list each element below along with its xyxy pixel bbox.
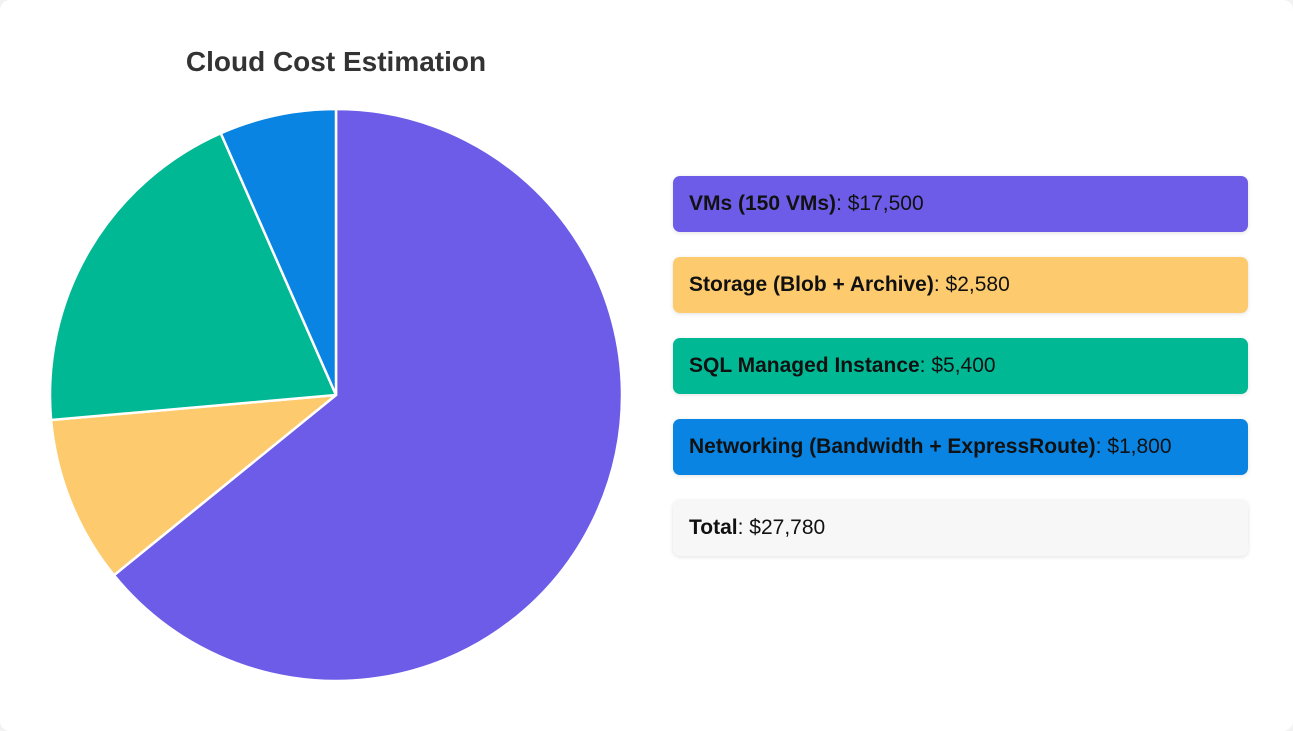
total-label: Total <box>689 516 738 539</box>
legend-item-sql: SQL Managed Instance: $5,400 <box>673 338 1248 394</box>
slice-networking <box>219 107 338 397</box>
pie-chart <box>48 107 624 683</box>
legend-value: $5,400 <box>931 354 996 377</box>
legend-label: Networking (Bandwidth + ExpressRoute) <box>689 435 1096 458</box>
legend-value: $1,800 <box>1107 435 1172 458</box>
legend-value: $2,580 <box>945 273 1010 296</box>
pie-slices <box>48 107 624 683</box>
legend-item-networking: Networking (Bandwidth + ExpressRoute): $… <box>673 419 1248 475</box>
legend-label: VMs (150 VMs) <box>689 192 837 215</box>
legend-separator: : <box>836 192 848 215</box>
chart-title: Cloud Cost Estimation <box>185 46 487 77</box>
legend-separator: : <box>933 273 946 296</box>
slice-storage <box>49 393 338 577</box>
legend-item-total: Total: $27,780 <box>673 500 1248 556</box>
legend-label: Storage (Blob + Archive) <box>689 273 934 296</box>
slice-vms <box>112 107 624 683</box>
legend-separator: : <box>919 354 932 377</box>
legend-item-storage: Storage (Blob + Archive): $2,580 <box>673 257 1248 313</box>
slice-sql <box>48 131 338 422</box>
legend-item-vms: VMs (150 VMs): $17,500 <box>673 176 1248 232</box>
legend: VMs (150 VMs): $17,500 Storage (Blob + A… <box>673 176 1248 581</box>
legend-separator: : <box>1095 435 1108 458</box>
total-value: $27,780 <box>749 516 826 539</box>
legend-label: SQL Managed Instance <box>689 354 920 377</box>
legend-value: $17,500 <box>847 192 924 215</box>
legend-separator: : <box>737 516 750 539</box>
